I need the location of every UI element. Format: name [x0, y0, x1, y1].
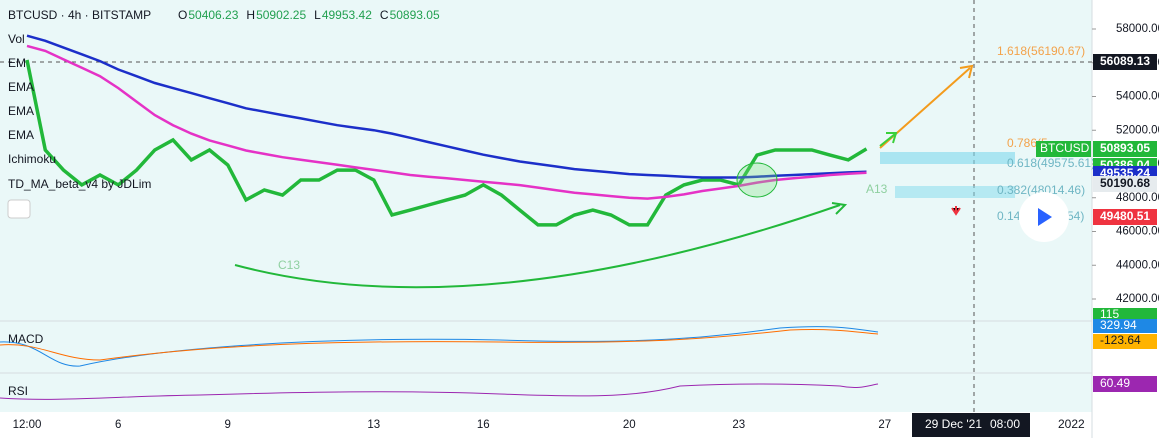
indicator-label: EMA: [8, 80, 34, 94]
x-tick-label: 2022: [1058, 417, 1085, 431]
x-tick-label: 23: [732, 419, 745, 431]
ohlc-value: 49953.42: [322, 8, 372, 22]
indicator-label: Vol: [8, 32, 25, 46]
symbol: BTCUSD · 4h · BITSTAMP: [8, 8, 151, 22]
x-tick-label: 20: [623, 419, 636, 431]
symbol-tag: [1036, 141, 1091, 157]
indicator-label: TD_MA_beta_v4 by JDLim: [8, 177, 151, 191]
volume-tag-value: 115: [1100, 307, 1119, 321]
indicator-label: Ichimoku: [8, 152, 56, 166]
x-tick-label: 9: [225, 419, 231, 431]
series-line: [26, 34, 867, 179]
macd-line: [0, 326, 879, 367]
price-tag: [1093, 141, 1157, 157]
fib-label: 0.618(49575.61): [1007, 156, 1095, 170]
crosshair-hour: 08:00: [990, 417, 1020, 431]
fib-label: 0.382(48014.46): [997, 183, 1085, 197]
price-tag-value: 50190.68: [1100, 176, 1150, 190]
rsi-title: RSI: [8, 384, 28, 398]
ohlc-label: H: [246, 8, 255, 22]
series-line: [25, 59, 868, 227]
annotation: A13: [866, 182, 888, 196]
ohlc-label: O: [178, 8, 187, 22]
fib-label: 0.14: [997, 209, 1021, 223]
fib-label: 1.618(56190.67): [997, 44, 1085, 58]
indicator-label: EM: [8, 56, 26, 70]
y-tick-label: 52000.00: [1116, 124, 1159, 136]
price-tag-value: 56089.13: [1100, 54, 1150, 68]
x-tick-label: 16: [477, 419, 490, 431]
ohlc-value: 50893.05: [390, 8, 440, 22]
macd-title: MACD: [8, 332, 44, 346]
series-layer: [25, 34, 868, 227]
price-tag-value: 50893.05: [1100, 141, 1150, 155]
plot-background: [0, 0, 1092, 412]
sell-arrow: [951, 206, 961, 216]
arrow-head: [831, 202, 848, 215]
x-tick-label: 13: [367, 419, 380, 431]
trend-arrow: [234, 204, 841, 289]
y-tick-label: 54000.00: [1116, 91, 1159, 103]
y-tick-label: 58000.00: [1116, 23, 1159, 35]
indicator-legend: Vol EM EMA EMA EMA Ichimoku TD_MA_beta_v4 by J…: [8, 32, 151, 191]
x-tick-label: 12:00: [13, 419, 42, 431]
fib-zone: [895, 186, 1015, 198]
signal-tag-value: -123.64: [1100, 333, 1141, 347]
price-tag: [1093, 54, 1157, 70]
y-tick-label: 44000.00: [1116, 259, 1159, 271]
x-tick-label: 6: [115, 419, 121, 431]
x-tick-label: 27: [878, 419, 891, 431]
arrow-head: [959, 64, 974, 79]
ohlc-value: 50406.23: [188, 8, 238, 22]
rsi-tag-value: 60.49: [1100, 376, 1130, 390]
price-tag: [1093, 176, 1157, 192]
crosshair-time: [912, 413, 1030, 437]
crosshair-date: 29 Dec '21: [925, 417, 982, 431]
settings-button[interactable]: [7, 199, 31, 219]
indicator-label: EMA: [8, 104, 34, 118]
price-tag-value: 49480.51: [1100, 209, 1150, 223]
ohlc-value: 50902.25: [256, 8, 306, 22]
macd-tag: [1093, 319, 1157, 333]
arrow: [879, 132, 898, 147]
fib-label: 54): [1067, 209, 1084, 223]
indicator-label: EMA: [8, 128, 34, 142]
symbol-tag-label: BTCUSD: [1040, 141, 1090, 155]
volume-tag: [1093, 308, 1157, 322]
signal-tag: [1093, 334, 1157, 349]
rsi-line: [0, 383, 879, 400]
y-tick-label: 46000.00: [1116, 226, 1159, 238]
series-line: [26, 44, 867, 200]
annotation: C13: [278, 258, 300, 272]
play-icon: [1038, 208, 1052, 226]
y-tick-label: 48000.00: [1116, 192, 1159, 204]
price-tag: [1093, 209, 1157, 225]
price-tags: 56089.1350893.0550386.0449535.2450190.68…: [1036, 54, 1157, 392]
macd-tag-value: 329.94: [1100, 318, 1137, 332]
ohlc-label: L: [314, 8, 321, 22]
y-tick-label: 42000.00: [1116, 293, 1159, 305]
signal-line: [0, 329, 879, 361]
fib-zone: [880, 152, 1015, 164]
highlight: [736, 162, 778, 198]
rsi-tag: [1093, 376, 1157, 392]
ohlc-label: C: [380, 8, 389, 22]
ohlc: O 50406.23 H 50902.25 L 49953.42 C 50893.05: [178, 8, 440, 22]
